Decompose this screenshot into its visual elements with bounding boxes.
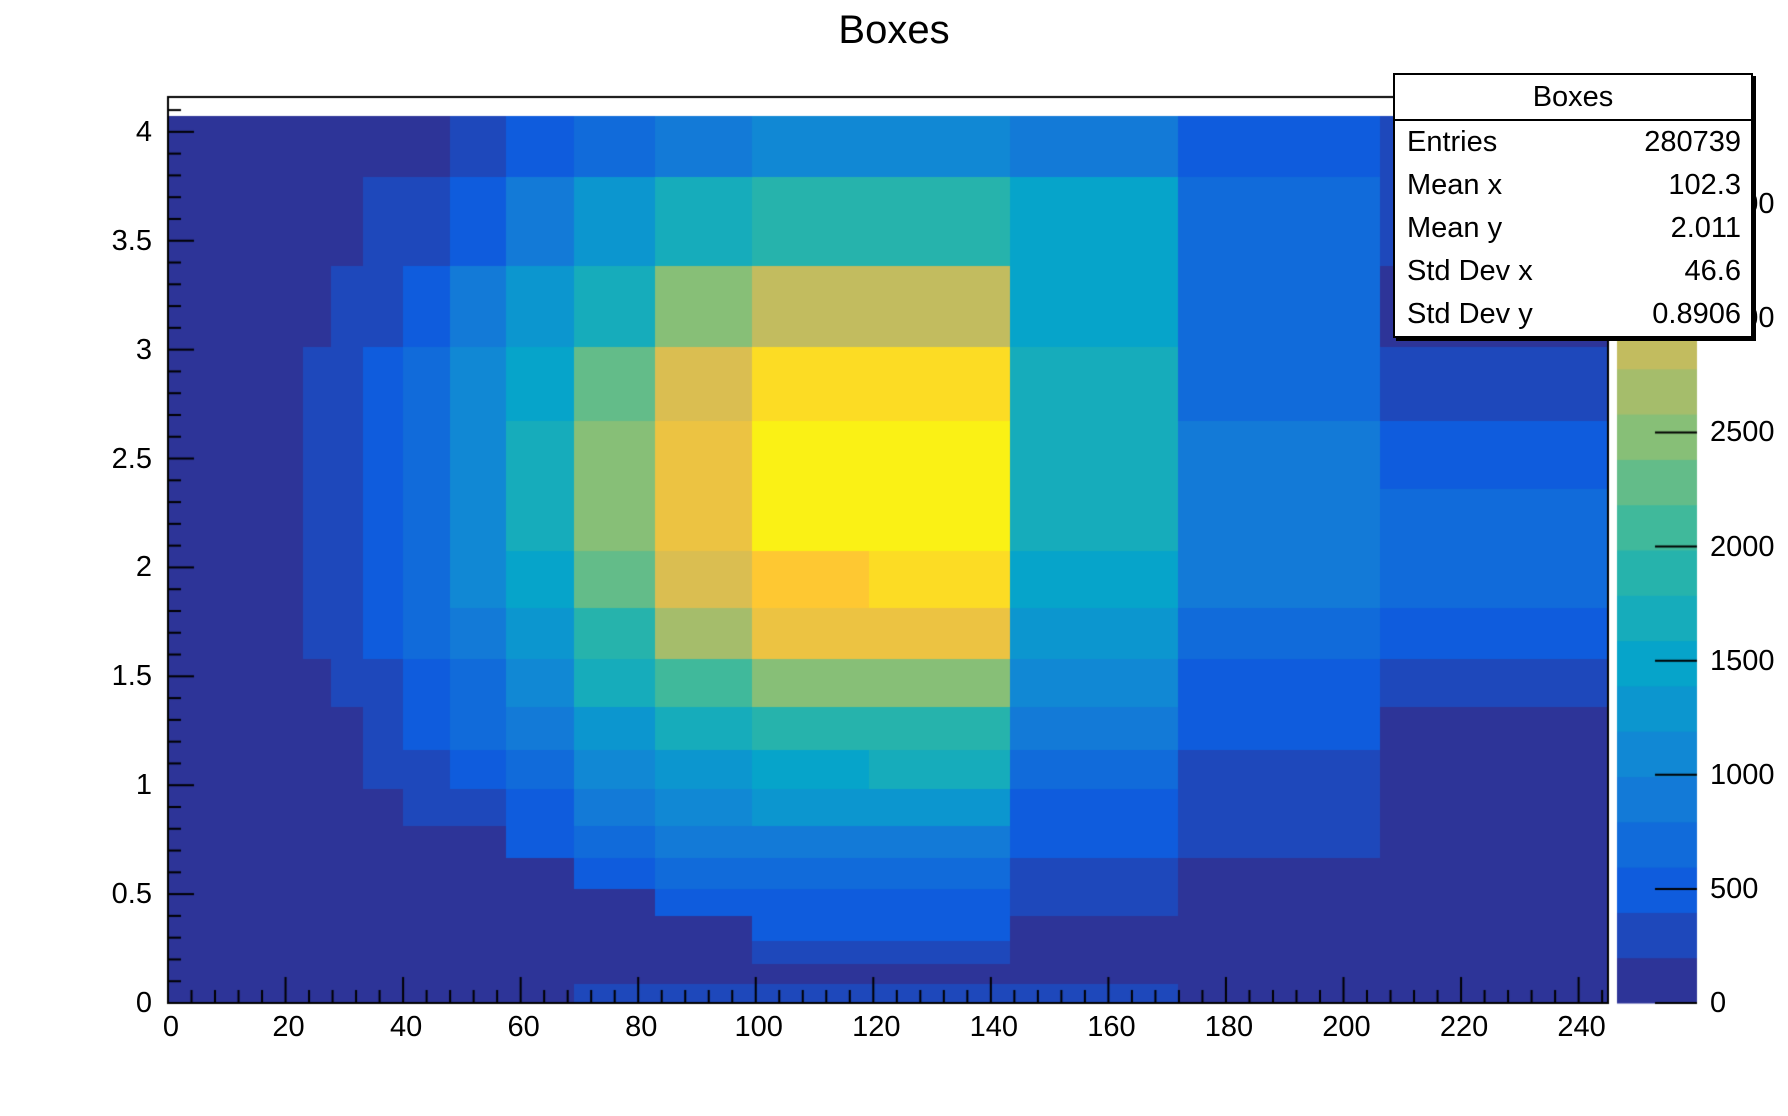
x-axis-tick-label: 60 — [507, 1011, 540, 1043]
palette-tick-label: 2500 — [1710, 416, 1775, 449]
stats-box-title: Boxes — [1395, 75, 1751, 121]
stat-value: 102.3 — [1668, 169, 1741, 201]
stats-box-rows: Entries 280739 Mean x 102.3 Mean y 2.011… — [1395, 121, 1751, 336]
stat-value: 46.6 — [1684, 255, 1741, 287]
y-axis-tick-label: 0 — [135, 987, 152, 1019]
x-axis-tick-label: 20 — [272, 1011, 305, 1043]
stat-label: Mean y — [1407, 212, 1503, 244]
stat-label: Entries — [1407, 126, 1498, 158]
x-axis-tick-label: 220 — [1439, 1011, 1489, 1043]
x-axis-tick-label: 80 — [625, 1011, 658, 1043]
stat-value: 2.011 — [1670, 212, 1741, 244]
stats-box: Boxes Entries 280739 Mean x 102.3 Mean y… — [1393, 73, 1753, 338]
stats-row-mean-x: Mean x 102.3 — [1407, 169, 1741, 202]
stats-row-entries: Entries 280739 — [1407, 126, 1741, 159]
y-axis-tick-label: 3 — [135, 333, 152, 366]
palette-tick-label: 1500 — [1710, 644, 1775, 677]
chart-title: Boxes — [838, 8, 950, 52]
palette-tick-label: 500 — [1710, 872, 1759, 905]
x-axis-tick-label: 100 — [734, 1011, 783, 1043]
stat-value: 280739 — [1644, 126, 1741, 158]
x-axis-tick-label: 120 — [852, 1011, 901, 1043]
x-axis-tick-label: 200 — [1322, 1011, 1371, 1043]
y-axis-tick-label: 1 — [135, 769, 152, 802]
y-axis-tick-label: 2 — [135, 551, 152, 584]
stat-label: Mean x — [1407, 169, 1503, 201]
y-axis-tick-label: 0.5 — [111, 878, 152, 911]
x-axis-tick-label: 0 — [162, 1011, 180, 1043]
palette-tick-label: 2000 — [1710, 530, 1775, 563]
y-axis-tick-label: 4 — [135, 115, 152, 148]
x-axis-tick-label: 180 — [1204, 1011, 1254, 1043]
x-axis-tick-label: 240 — [1557, 1011, 1606, 1043]
palette-tick-label: 0 — [1710, 987, 1727, 1019]
stats-row-std-dev-x: Std Dev x 46.6 — [1407, 255, 1741, 288]
stats-row-std-dev-y: Std Dev y 0.8906 — [1407, 298, 1741, 331]
x-axis-tick-label: 160 — [1087, 1011, 1136, 1043]
stats-row-mean-y: Mean y 2.011 — [1407, 212, 1741, 245]
stat-label: Std Dev x — [1407, 255, 1533, 287]
palette-tick-label: 1000 — [1710, 758, 1775, 791]
x-axis-tick-label: 40 — [389, 1011, 423, 1043]
x-axis-tick-label: 140 — [969, 1011, 1019, 1043]
stat-value: 0.8906 — [1652, 298, 1741, 330]
y-axis-tick-label: 1.5 — [111, 660, 152, 693]
y-axis-tick-label: 3.5 — [111, 224, 152, 257]
y-axis-tick-label: 2.5 — [111, 442, 152, 475]
stat-label: Std Dev y — [1407, 298, 1533, 330]
